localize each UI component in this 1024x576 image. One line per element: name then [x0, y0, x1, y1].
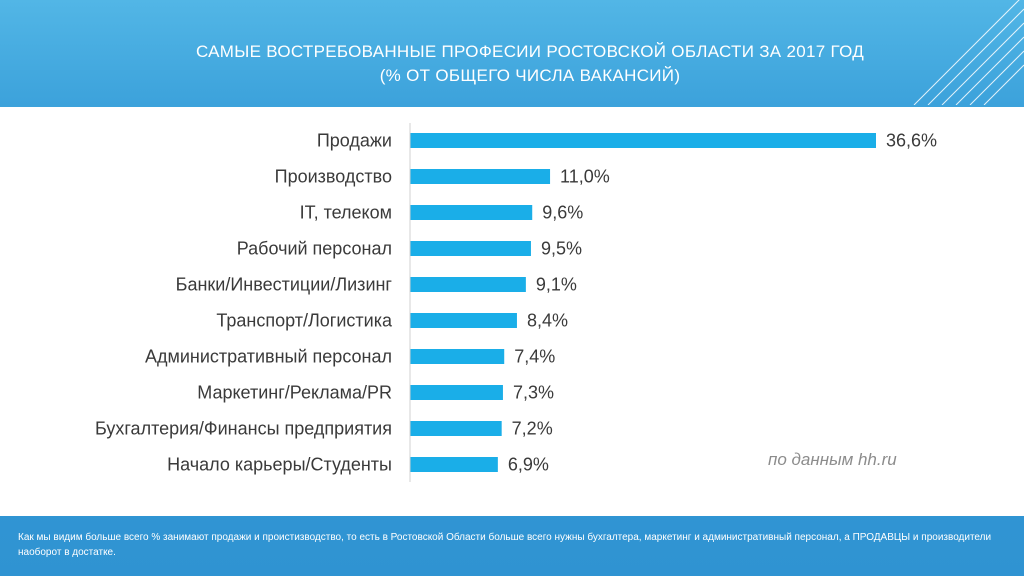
title-line-1: САМЫЕ ВОСТРЕБОВАННЫЕ ПРОФЕСИИ РОСТОВСКОЙ…	[195, 42, 865, 61]
category-label: Административный персонал	[145, 347, 392, 367]
value-label: 9,5%	[541, 239, 582, 259]
bar	[410, 241, 531, 256]
bar	[410, 205, 533, 220]
bar	[410, 133, 876, 148]
chart-panel: Продажи 36,6% Производство 11,0% IT, телеком…	[0, 107, 1024, 516]
title-line-2: (% ОТ ОБЩЕГО ЧИСЛА ВАКАНСИЙ)	[379, 66, 681, 85]
category-label: Рабочий персонал	[237, 239, 392, 259]
chart-title: САМЫЕ ВОСТРЕБОВАННЫЕ ПРОФЕСИИ РОСТОВСКОЙ…	[150, 40, 910, 88]
value-label: 9,1%	[536, 275, 577, 295]
category-label: Транспорт/Логистика	[216, 311, 393, 331]
bar	[410, 313, 517, 328]
decorative-diagonal-lines	[913, 0, 1024, 105]
bar	[410, 421, 502, 436]
footer-text: Как мы видим больше всего % занимают про…	[18, 532, 992, 558]
bar	[410, 277, 526, 292]
value-label: 7,2%	[512, 419, 553, 439]
value-label: 6,9%	[508, 455, 549, 475]
bar	[410, 385, 503, 400]
category-label: Производство	[275, 167, 392, 187]
bar	[410, 349, 505, 364]
value-label: 36,6%	[886, 131, 937, 151]
value-label: 11,0%	[560, 167, 610, 187]
source-note: по данным hh.ru	[768, 450, 897, 469]
category-label: Банки/Инвестиции/Лизинг	[176, 275, 393, 295]
category-label: IT, телеком	[300, 203, 392, 223]
bar	[410, 457, 498, 472]
category-label: Бухгалтерия/Финансы предприятия	[95, 419, 392, 439]
category-label: Маркетинг/Реклама/PR	[197, 383, 392, 403]
category-label: Начало карьеры/Студенты	[167, 455, 392, 475]
value-label: 9,6%	[542, 203, 583, 223]
bar-chart: Продажи 36,6% Производство 11,0% IT, телеком…	[95, 123, 937, 482]
value-label: 7,3%	[513, 383, 554, 403]
category-label: Продажи	[317, 131, 392, 151]
bar	[410, 169, 551, 184]
value-label: 7,4%	[514, 347, 555, 367]
value-label: 8,4%	[527, 311, 568, 331]
